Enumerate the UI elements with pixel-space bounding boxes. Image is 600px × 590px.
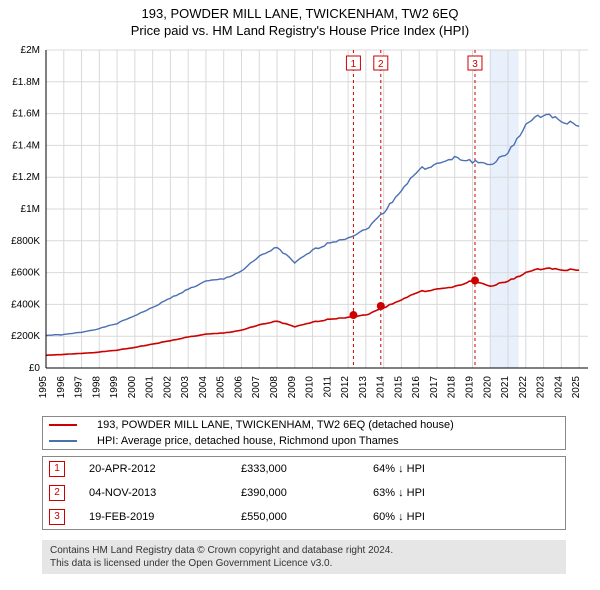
svg-text:£1.2M: £1.2M [12, 172, 40, 183]
svg-text:2020: 2020 [482, 376, 493, 399]
svg-text:2016: 2016 [411, 376, 422, 399]
svg-text:2014: 2014 [376, 376, 387, 399]
svg-text:2009: 2009 [287, 376, 298, 399]
svg-text:2019: 2019 [464, 376, 475, 399]
svg-text:2013: 2013 [358, 376, 369, 399]
svg-text:2006: 2006 [233, 376, 244, 399]
svg-text:2024: 2024 [553, 376, 564, 399]
legend-section: 193, POWDER MILL LANE, TWICKENHAM, TW2 6… [0, 412, 600, 534]
event-marker: 2 [49, 485, 65, 501]
event-price: £390,000 [235, 481, 367, 505]
svg-text:1: 1 [351, 59, 357, 70]
svg-text:3: 3 [472, 59, 478, 70]
svg-text:1999: 1999 [109, 376, 120, 399]
svg-text:£1.6M: £1.6M [12, 109, 40, 120]
svg-text:2025: 2025 [571, 376, 582, 399]
event-diff: 63% ↓ HPI [367, 481, 566, 505]
event-marker: 1 [49, 461, 65, 477]
event-diff: 60% ↓ HPI [367, 505, 566, 530]
page-root: 193, POWDER MILL LANE, TWICKENHAM, TW2 6… [0, 0, 600, 574]
legend-label: HPI: Average price, detached house, Rich… [91, 433, 566, 450]
legend-box: 193, POWDER MILL LANE, TWICKENHAM, TW2 6… [42, 416, 566, 450]
svg-text:£2M: £2M [21, 45, 40, 56]
svg-text:2018: 2018 [447, 376, 458, 399]
legend-row: HPI: Average price, detached house, Rich… [43, 433, 566, 450]
svg-text:£1.4M: £1.4M [12, 140, 40, 151]
svg-text:£600K: £600K [11, 268, 40, 279]
legend-label: 193, POWDER MILL LANE, TWICKENHAM, TW2 6… [91, 417, 566, 434]
legend-swatch [49, 440, 77, 442]
svg-text:2021: 2021 [500, 376, 511, 399]
title-address: 193, POWDER MILL LANE, TWICKENHAM, TW2 6… [10, 6, 590, 21]
svg-text:2: 2 [378, 59, 384, 70]
legend-row: 193, POWDER MILL LANE, TWICKENHAM, TW2 6… [43, 417, 566, 434]
svg-text:2023: 2023 [536, 376, 547, 399]
svg-text:1998: 1998 [91, 376, 102, 399]
svg-text:2008: 2008 [269, 376, 280, 399]
svg-text:£400K: £400K [11, 299, 40, 310]
footer-note: Contains HM Land Registry data © Crown c… [42, 540, 566, 574]
svg-text:2022: 2022 [518, 376, 529, 399]
svg-text:2000: 2000 [127, 376, 138, 399]
event-row: 2 04-NOV-2013£390,00063% ↓ HPI [43, 481, 566, 505]
event-row: 1 20-APR-2012£333,00064% ↓ HPI [43, 457, 566, 482]
svg-text:2007: 2007 [251, 376, 262, 399]
event-price: £550,000 [235, 505, 367, 530]
svg-text:1997: 1997 [74, 376, 85, 399]
svg-text:£800K: £800K [11, 236, 40, 247]
svg-text:2001: 2001 [145, 376, 156, 399]
event-date: 04-NOV-2013 [83, 481, 235, 505]
title-block: 193, POWDER MILL LANE, TWICKENHAM, TW2 6… [0, 0, 600, 42]
svg-text:2005: 2005 [216, 376, 227, 399]
footer-line1: Contains HM Land Registry data © Crown c… [50, 544, 558, 557]
svg-text:1996: 1996 [56, 376, 67, 399]
svg-text:2015: 2015 [393, 376, 404, 399]
legend-swatch [49, 424, 77, 426]
svg-text:£200K: £200K [11, 331, 40, 342]
svg-text:2002: 2002 [162, 376, 173, 399]
events-table: 1 20-APR-2012£333,00064% ↓ HPI 2 04-NOV-201… [42, 456, 566, 530]
svg-text:2004: 2004 [198, 376, 209, 399]
price-chart: £0 £200K £400K £600K £800K £1M £1.2M £1.4M £1.6M… [0, 42, 600, 412]
event-diff: 64% ↓ HPI [367, 457, 566, 482]
event-date: 20-APR-2012 [83, 457, 235, 482]
svg-text:2011: 2011 [322, 376, 333, 398]
svg-text:£1M: £1M [21, 204, 40, 215]
event-price: £333,000 [235, 457, 367, 482]
svg-text:2003: 2003 [180, 376, 191, 399]
svg-text:£1.8M: £1.8M [12, 77, 40, 88]
svg-text:2010: 2010 [305, 376, 316, 399]
event-date: 19-FEB-2019 [83, 505, 235, 530]
svg-text:1995: 1995 [38, 376, 49, 399]
event-marker: 3 [49, 509, 65, 525]
event-row: 3 19-FEB-2019£550,00060% ↓ HPI [43, 505, 566, 530]
svg-text:2017: 2017 [429, 376, 440, 399]
svg-text:£0: £0 [29, 363, 41, 374]
title-subtitle: Price paid vs. HM Land Registry's House … [10, 23, 590, 38]
svg-text:2012: 2012 [340, 376, 351, 399]
chart-svg: £0 £200K £400K £600K £800K £1M £1.2M £1.4M £1.6M… [0, 42, 600, 412]
footer-line2: This data is licensed under the Open Gov… [50, 557, 558, 570]
